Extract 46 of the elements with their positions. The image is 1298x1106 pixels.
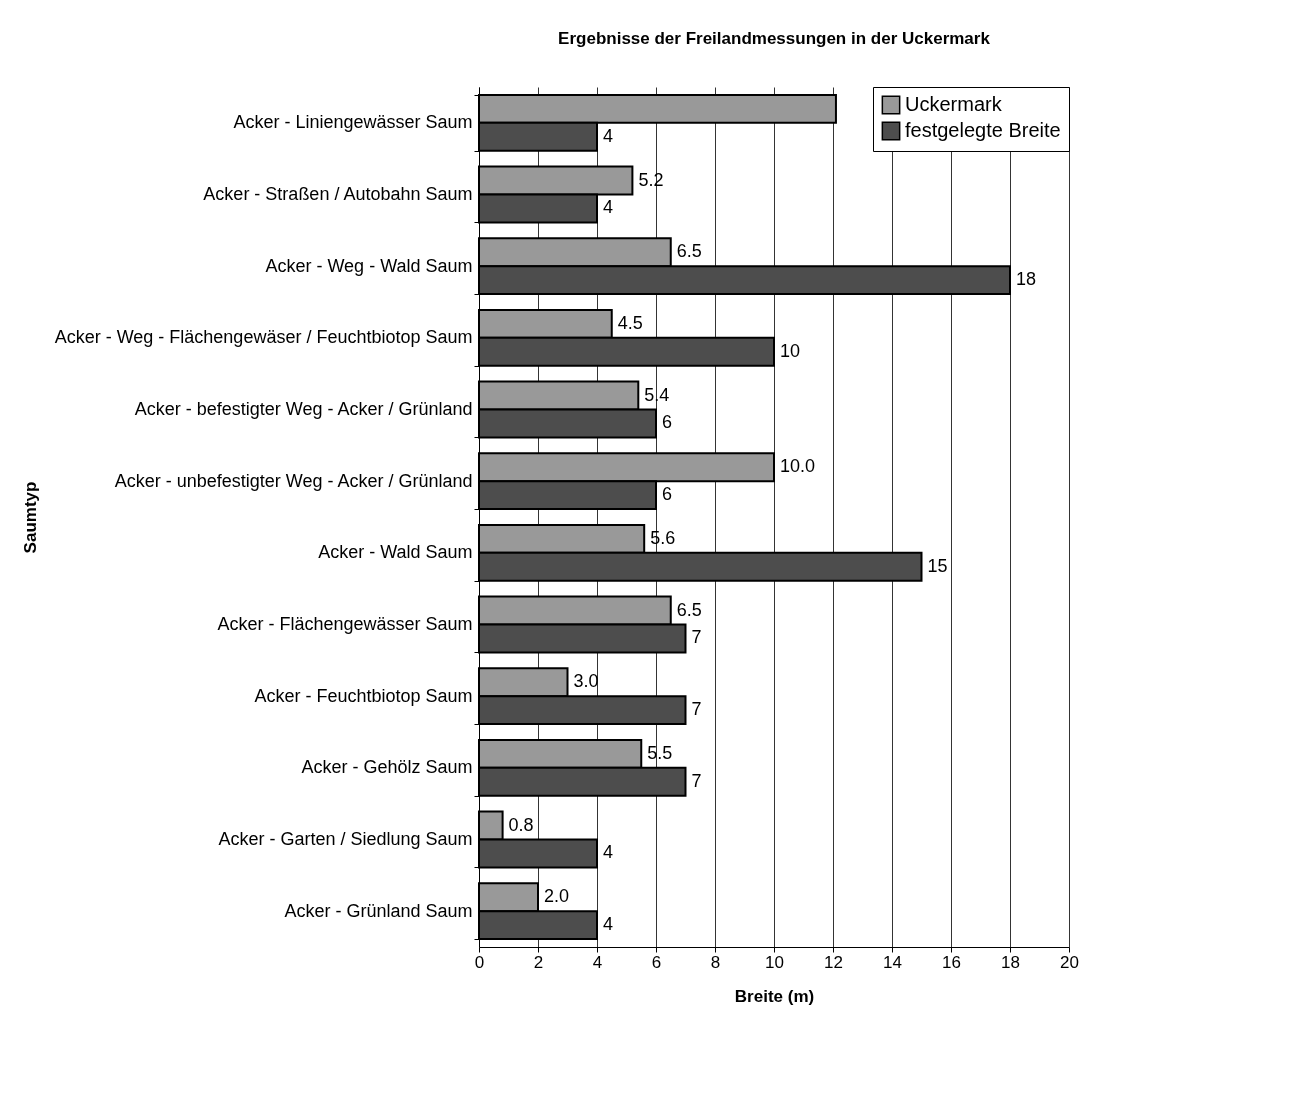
data-label: 0.8 bbox=[508, 814, 534, 835]
x-tick-label: 10 bbox=[765, 952, 784, 972]
y-tick-label: Acker - Gehölz Saum bbox=[301, 757, 473, 778]
x-tick-label: 18 bbox=[1001, 952, 1020, 972]
data-label: 2.0 bbox=[544, 886, 570, 907]
y-tick-label: Acker - Wald Saum bbox=[318, 542, 473, 563]
data-label: 4 bbox=[603, 125, 614, 146]
y-tick-label: Acker - befestigter Weg - Acker / Grünland bbox=[134, 399, 473, 419]
data-label: 4 bbox=[603, 914, 614, 935]
legend-label: Uckermark bbox=[905, 93, 1003, 115]
y-tick-label: Acker - Straßen / Autobahn Saum bbox=[203, 184, 473, 204]
legend-label: festgelegte Breite bbox=[905, 119, 1061, 141]
data-label: 10.0 bbox=[780, 456, 816, 477]
data-label: 6 bbox=[662, 412, 673, 433]
x-tick-label: 20 bbox=[1060, 952, 1079, 972]
chart-title: Ergebnisse der Freilandmessungen in der Uckermark bbox=[558, 29, 991, 48]
y-axis-title: Saumtyp bbox=[20, 481, 40, 554]
x-tick-label: 12 bbox=[824, 952, 843, 972]
y-tick-label: Acker - unbefestigter Weg - Acker / Grünland bbox=[114, 470, 473, 491]
data-label: 6 bbox=[662, 484, 673, 505]
x-tick-label: 14 bbox=[883, 952, 902, 972]
data-label: 7 bbox=[691, 627, 702, 648]
data-label: 4 bbox=[603, 842, 614, 863]
data-label: 15 bbox=[927, 555, 948, 576]
x-tick-label: 0 bbox=[474, 952, 485, 972]
y-tick-label: Acker - Weg - Wald Saum bbox=[265, 255, 473, 276]
data-label: 6.5 bbox=[676, 241, 702, 262]
data-label: 4 bbox=[603, 197, 614, 218]
x-tick-label: 2 bbox=[533, 952, 544, 972]
y-tick-label: Acker - Grünland Saum bbox=[284, 900, 473, 921]
y-tick-label: Acker - Liniengewässer Saum bbox=[233, 112, 473, 133]
x-tick-label: 4 bbox=[592, 952, 603, 972]
data-label: 4.5 bbox=[617, 312, 643, 333]
y-tick-label: Acker - Garten / Siedlung Saum bbox=[218, 829, 473, 849]
y-tick-label: Acker - Weg - Flächengewäser / Feuchtbiotop Saum bbox=[54, 327, 473, 348]
x-axis-title: Breite (m) bbox=[734, 986, 815, 1006]
x-tick-label: 6 bbox=[651, 952, 662, 972]
data-label: 18 bbox=[1016, 269, 1037, 290]
data-label: 6.5 bbox=[676, 599, 702, 620]
data-label: 7 bbox=[691, 770, 702, 791]
y-tick-label: Acker - Feuchtbiotop Saum bbox=[254, 685, 473, 706]
y-tick-label: Acker - Flächengewässer Saum bbox=[217, 614, 473, 634]
data-label: 10 bbox=[780, 340, 801, 361]
x-tick-label: 8 bbox=[710, 952, 721, 972]
x-tick-label: 16 bbox=[942, 952, 961, 972]
data-label: 7 bbox=[691, 699, 702, 720]
